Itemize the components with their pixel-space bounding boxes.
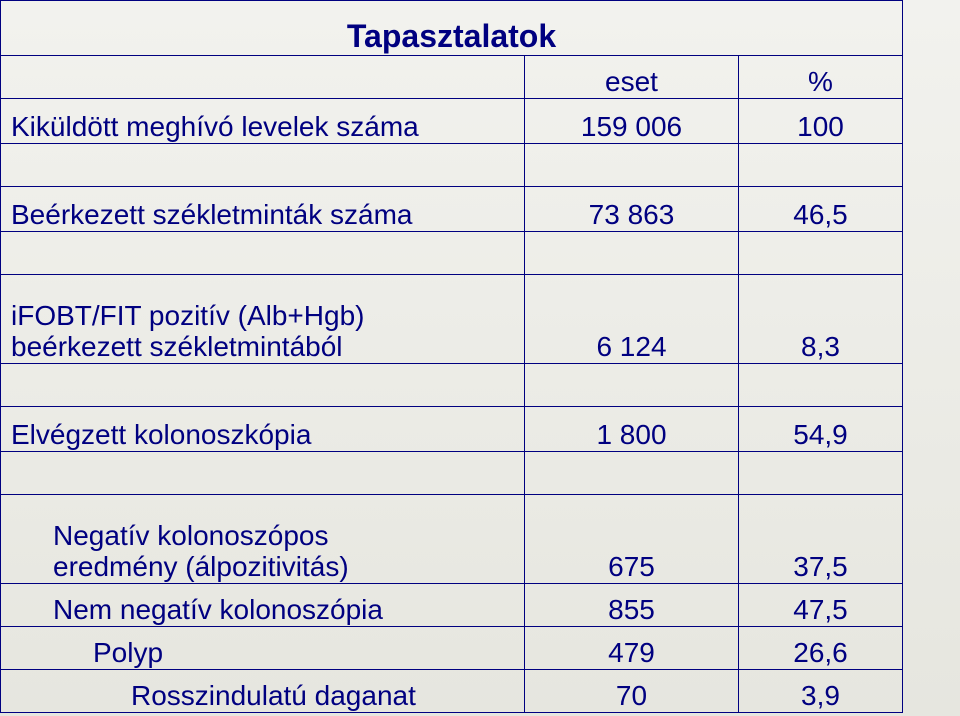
table-row: Elvégzett kolonoszkópia 1 800 54,9 <box>1 407 903 452</box>
row-pct: 54,9 <box>739 407 903 452</box>
row-label-cell: Rosszindulatú daganat <box>1 670 525 713</box>
row-pct: 46,5 <box>739 187 903 232</box>
table-row: Rosszindulatú daganat 70 3,9 <box>1 670 903 713</box>
spacer-row <box>1 364 903 407</box>
header-empty <box>1 56 525 99</box>
row-eset: 70 <box>525 670 739 713</box>
row-eset: 855 <box>525 584 739 627</box>
table-row: Kiküldött meghívó levelek száma 159 006 … <box>1 99 903 144</box>
table-row: iFOBT/FIT pozitív (Alb+Hgb) beérkezett s… <box>1 275 903 364</box>
row-pct: 100 <box>739 99 903 144</box>
title-row: Tapasztalatok <box>1 1 903 56</box>
row-pct: 3,9 <box>739 670 903 713</box>
row-label-line1: Negatív kolonoszópos <box>53 520 329 551</box>
header-eset: eset <box>525 56 739 99</box>
row-pct: 8,3 <box>739 275 903 364</box>
row-label-line1: iFOBT/FIT pozitív (Alb+Hgb) <box>11 300 364 331</box>
row-label-line2: eredmény (álpozitivitás) <box>53 551 349 582</box>
experiences-table: Tapasztalatok eset % Kiküldött meghívó l… <box>0 0 903 713</box>
table-row: Negatív kolonoszópos eredmény (álpozitiv… <box>1 495 903 584</box>
row-pct: 47,5 <box>739 584 903 627</box>
row-pct: 26,6 <box>739 627 903 670</box>
spacer-row <box>1 232 903 275</box>
table-row: Polyp 479 26,6 <box>1 627 903 670</box>
row-label: Nem negatív kolonoszópia <box>53 594 383 625</box>
row-label-cell: Negatív kolonoszópos eredmény (álpozitiv… <box>1 495 525 584</box>
row-eset: 73 863 <box>525 187 739 232</box>
row-label: Rosszindulatú daganat <box>131 680 416 711</box>
row-label: Polyp <box>93 637 163 668</box>
row-eset: 675 <box>525 495 739 584</box>
row-pct: 37,5 <box>739 495 903 584</box>
row-label-line2: beérkezett székletmintából <box>11 331 343 362</box>
row-label-cell: Elvégzett kolonoszkópia <box>1 407 525 452</box>
spacer-row <box>1 144 903 187</box>
row-label-cell: Nem negatív kolonoszópia <box>1 584 525 627</box>
row-eset: 159 006 <box>525 99 739 144</box>
row-label: Beérkezett székletminták száma <box>11 199 413 230</box>
row-label-cell: Kiküldött meghívó levelek száma <box>1 99 525 144</box>
title-cell: Tapasztalatok <box>1 1 903 56</box>
row-label: Elvégzett kolonoszkópia <box>11 419 311 450</box>
row-label: Kiküldött meghívó levelek száma <box>11 111 419 142</box>
column-header-eset: eset <box>605 66 658 97</box>
table-row: Beérkezett székletminták száma 73 863 46… <box>1 187 903 232</box>
row-eset: 6 124 <box>525 275 739 364</box>
row-label-cell: Polyp <box>1 627 525 670</box>
row-eset: 1 800 <box>525 407 739 452</box>
header-percent: % <box>739 56 903 99</box>
row-eset: 479 <box>525 627 739 670</box>
row-label-cell: Beérkezett székletminták száma <box>1 187 525 232</box>
column-header-percent: % <box>808 66 833 97</box>
spacer-row <box>1 452 903 495</box>
row-label-cell: iFOBT/FIT pozitív (Alb+Hgb) beérkezett s… <box>1 275 525 364</box>
page-title: Tapasztalatok <box>347 18 556 54</box>
header-row: eset % <box>1 56 903 99</box>
table-row: Nem negatív kolonoszópia 855 47,5 <box>1 584 903 627</box>
